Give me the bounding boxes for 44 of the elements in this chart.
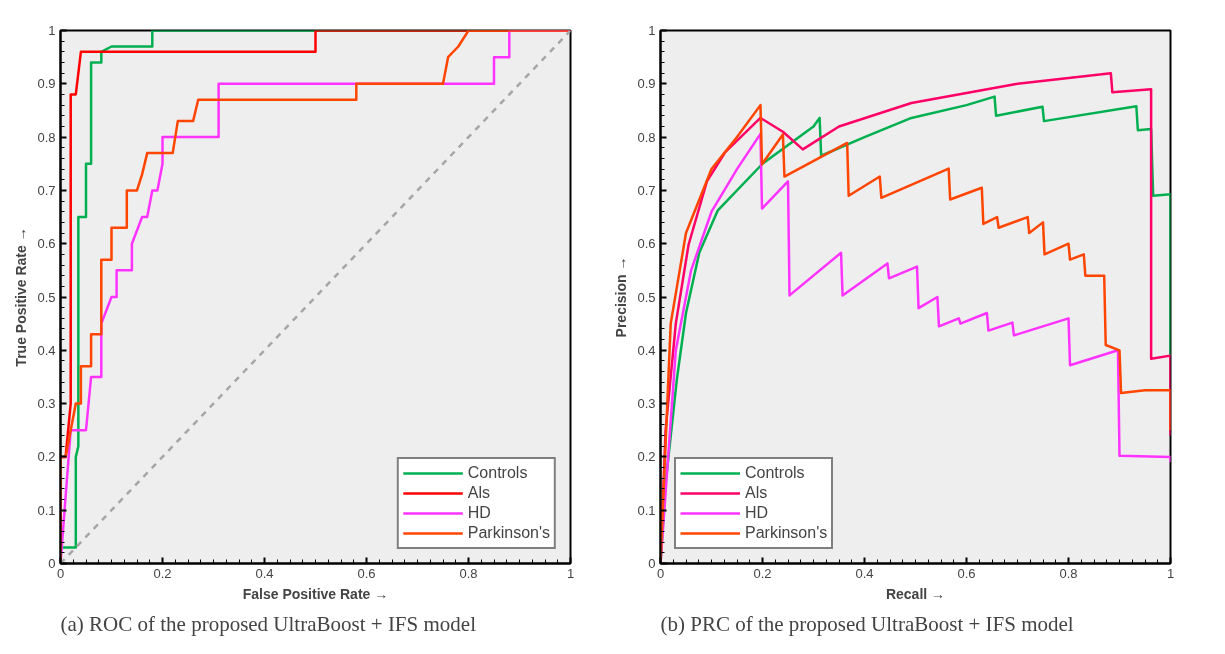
legend-label: HD	[745, 504, 769, 522]
legend-label: Controls	[745, 464, 805, 482]
y-tick-label: 0.4	[637, 342, 656, 358]
y-tick-label: 0.1	[637, 502, 656, 518]
legend-label: Als	[467, 484, 491, 502]
text: (b) PRC of the proposed UltraBoost + IFS model	[660, 611, 1074, 636]
x-tick-label: 1	[566, 565, 575, 581]
y-tick-label: 0.4	[37, 342, 56, 358]
x-tick-label: 0.6	[357, 565, 376, 581]
x-tick-label: 0.4	[855, 565, 874, 581]
y-tick-label: 0.8	[637, 129, 656, 145]
x-tick-label: 0.4	[255, 565, 274, 581]
y-tick-label: 0.5	[637, 289, 656, 305]
y-axis-title: Precision →	[613, 256, 630, 338]
y-tick-label: 1	[48, 23, 56, 38]
legend-label: Controls	[467, 464, 528, 482]
text: (a) ROC of the proposed UltraBoost + IFS model	[60, 611, 477, 636]
y-tick-label: 0.3	[637, 396, 656, 412]
x-tick-label: 0.6	[957, 565, 976, 581]
y-tick-label: 0.9	[637, 76, 656, 92]
x-tick-label: 1	[1166, 565, 1175, 581]
x-axis-title: False Positive Rate →	[242, 585, 389, 602]
x-tick-label: 0.2	[753, 565, 772, 581]
y-tick-label: 0.6	[37, 236, 56, 252]
y-tick-label: 0.2	[37, 449, 56, 465]
y-tick-label: 0.6	[637, 236, 656, 252]
y-tick-label: 0.9	[37, 76, 56, 92]
y-tick-label: 0.8	[37, 129, 56, 145]
y-tick-label: 0.2	[637, 449, 656, 465]
x-tick-label: 0.8	[1059, 565, 1078, 581]
y-axis-title: True Positive Rate →	[13, 227, 30, 367]
y-tick-label: 0.7	[37, 182, 56, 198]
y-tick-label: 0.7	[637, 182, 656, 198]
legend-label: Parkinson's	[745, 524, 828, 542]
x-tick-label: 0.8	[459, 565, 478, 581]
y-tick-label: 0.1	[37, 502, 56, 518]
x-tick-label: 0.2	[153, 565, 172, 581]
legend-label: Parkinson's	[467, 524, 550, 542]
legend-label: Als	[745, 484, 768, 502]
y-tick-label: 0.3	[37, 396, 56, 412]
x-axis-title: Recall →	[885, 585, 946, 602]
y-tick-label: 0.5	[37, 289, 56, 305]
legend-label: HD	[467, 504, 491, 522]
y-tick-label: 1	[648, 23, 656, 38]
